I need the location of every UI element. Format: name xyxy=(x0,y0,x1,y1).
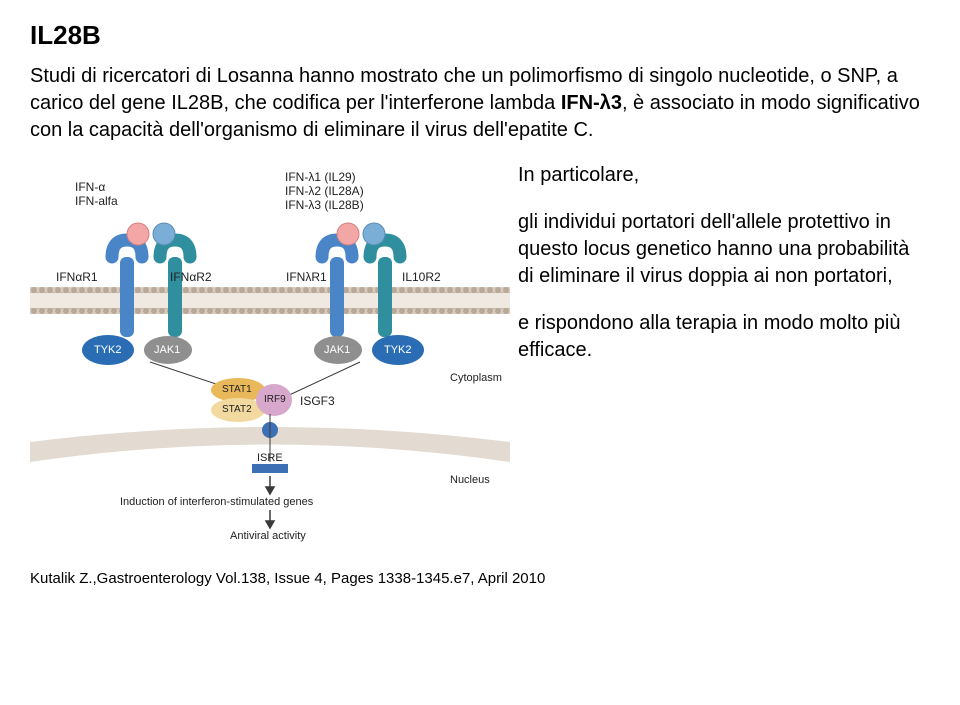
label-nucleus: Nucleus xyxy=(450,474,490,486)
label-il10r2: IL10R2 xyxy=(402,270,441,284)
label-stat2: STAT2 xyxy=(222,404,252,415)
label-ifnlr1: IFNλR1 xyxy=(286,270,327,284)
label-tyk2-r: TYK2 xyxy=(384,344,412,356)
label-ifnar2: IFNαR2 xyxy=(170,270,212,284)
side-p1: In particolare, xyxy=(518,162,930,189)
page-title: IL28B xyxy=(30,20,930,51)
signaling-diagram: IFN-α IFN-alfa IFN-λ1 (IL29) IFN-λ2 (IL2… xyxy=(30,162,510,542)
label-isgf3: ISGF3 xyxy=(300,394,335,408)
label-ifnl1: IFN-λ1 (IL29) xyxy=(285,170,356,184)
side-p2: gli individui portatori dell'allele prot… xyxy=(518,209,930,290)
intro-text-b: IFN-λ3 xyxy=(561,92,622,114)
side-p3: e rispondono alla terapia in modo molto … xyxy=(518,310,930,364)
label-ifnl2: IFN-λ2 (IL28A) xyxy=(285,184,364,198)
label-irf9: IRF9 xyxy=(264,394,286,405)
label-jak1-r: JAK1 xyxy=(324,344,350,356)
label-isre: ISRE xyxy=(257,452,283,464)
label-jak1-l: JAK1 xyxy=(154,344,180,356)
side-column: In particolare, gli individui portatori … xyxy=(510,162,930,542)
label-ifnar1: IFNαR1 xyxy=(56,270,98,284)
membrane xyxy=(30,287,510,314)
label-induction: Induction of interferon-stimulated genes xyxy=(120,496,313,508)
label-ifnl3: IFN-λ3 (IL28B) xyxy=(285,198,364,212)
citation: Kutalik Z.,Gastroenterology Vol.138, Iss… xyxy=(30,570,930,587)
label-tyk2-l: TYK2 xyxy=(94,344,122,356)
label-ifn-alfa: IFN-alfa xyxy=(75,194,118,208)
label-ifn-alpha: IFN-α xyxy=(75,180,105,194)
intro-paragraph: Studi di ricercatori di Losanna hanno mo… xyxy=(30,63,930,144)
isre-bar xyxy=(252,464,288,473)
label-cytoplasm: Cytoplasm xyxy=(450,372,502,384)
label-stat1: STAT1 xyxy=(222,384,252,395)
label-antiviral: Antiviral activity xyxy=(230,530,306,542)
